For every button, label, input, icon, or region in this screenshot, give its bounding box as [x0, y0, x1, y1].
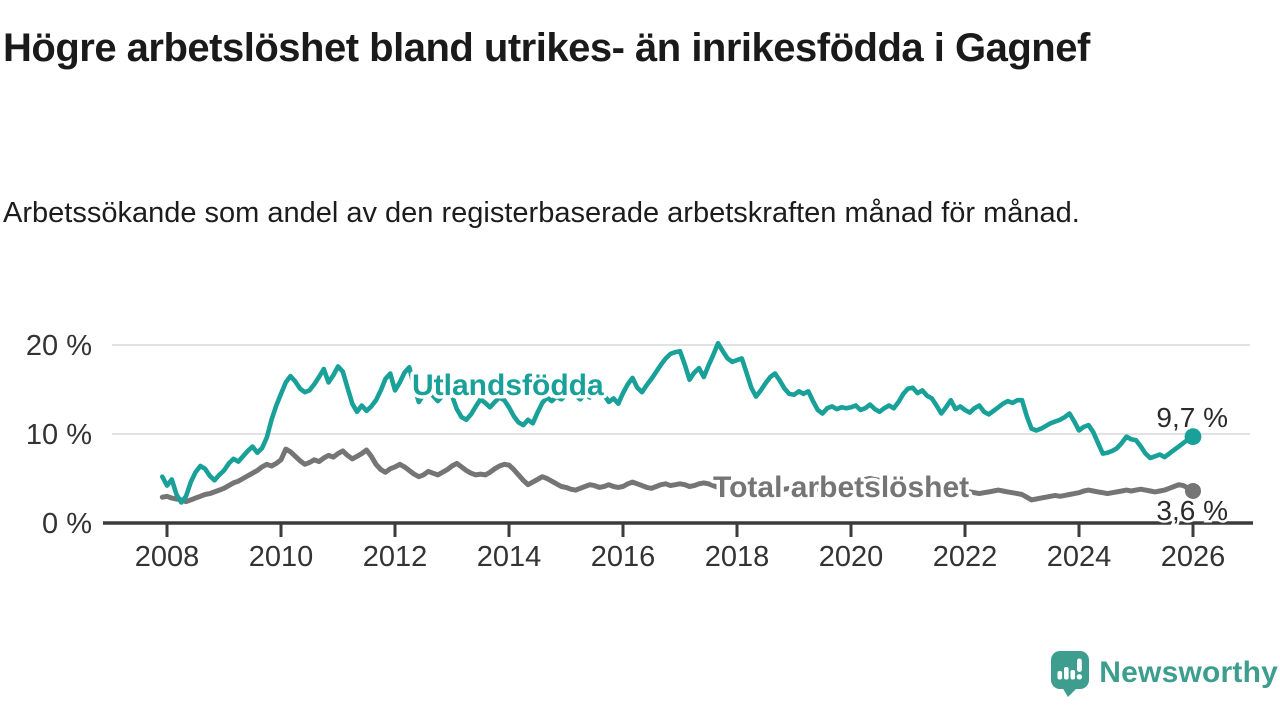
brand-name: Newsworthy — [1099, 656, 1278, 689]
x-axis-tick-label: 2022 — [933, 541, 998, 573]
x-axis-tick-label: 2014 — [477, 541, 542, 573]
page-subtitle: Arbetssökande som andel av den registerb… — [3, 197, 1080, 229]
y-axis-tick-label: 20 % — [26, 330, 92, 362]
series-end-value-label: 9,7 % — [1156, 402, 1228, 433]
y-axis-tick-label: 0 % — [42, 508, 92, 540]
x-axis-tick-label: 2010 — [249, 541, 314, 573]
series-label: Total arbetslöshet — [713, 471, 969, 504]
newsworthy-logo-icon — [1051, 650, 1090, 697]
x-axis-tick-label: 2018 — [705, 541, 770, 573]
series-end-dot — [1184, 428, 1202, 446]
x-axis-tick-label: 2024 — [1047, 541, 1112, 573]
brand-footer: Newsworthy — [1050, 648, 1278, 698]
unemployment-line-chart: 0 % 10 % 20 % 2008 2010 2012 2014 2016 2018 2020 2… — [26, 330, 1253, 573]
series-line-utlandsf-dda — [160, 340, 1196, 505]
x-axis-tick-label: 2016 — [591, 541, 656, 573]
y-axis-tick-label: 10 % — [26, 419, 92, 451]
series-label: Utlandsfödda — [412, 369, 604, 402]
series-line-total-arbetsl-shet — [159, 446, 1196, 505]
x-axis-tick-label: 2020 — [819, 541, 884, 573]
series-end-dot — [1185, 482, 1201, 499]
series-end-value-label: 3,6 % — [1156, 495, 1228, 526]
page-title: Högre arbetslöshet bland utrikes- än inr… — [3, 26, 1090, 70]
x-axis-tick-label: 2026 — [1161, 541, 1226, 573]
x-axis-tick-label: 2008 — [135, 541, 200, 573]
x-axis-tick-label: 2012 — [363, 541, 428, 573]
